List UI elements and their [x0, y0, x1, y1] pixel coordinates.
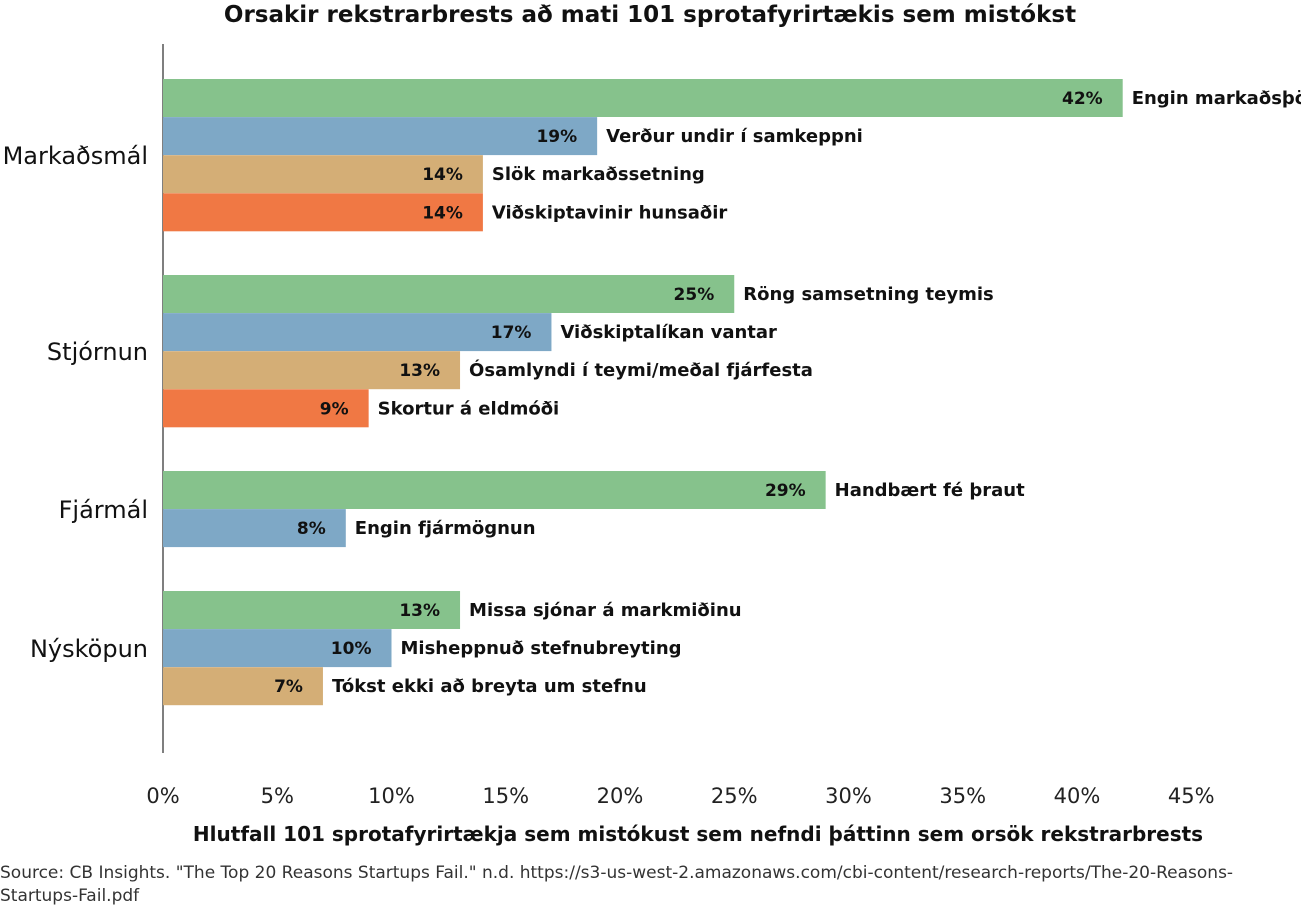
bar [163, 629, 392, 668]
x-tick-label: 20% [597, 784, 644, 808]
x-tick-label: 35% [939, 784, 986, 808]
group-label: Fjármál [59, 496, 148, 524]
bar-value-label: 13% [399, 601, 440, 621]
bar-category-label: Ósamlyndi í teymi/meðal fjárfesta [469, 359, 813, 381]
bar-category-label: Röng samsetning teymis [743, 284, 993, 305]
bar [163, 667, 323, 706]
bar-category-label: Viðskiptavinir hunsaðir [492, 202, 728, 223]
bar-category-label: Slök markaðssetning [492, 164, 705, 185]
bar-chart: Orsakir rekstrarbrests að mati 101 sprot… [3, 2, 1301, 846]
bar-value-label: 8% [297, 519, 326, 539]
bar-category-label: Skortur á eldmóði [378, 398, 560, 419]
bar-category-label: Misheppnuð stefnubreyting [401, 638, 682, 659]
x-tick-label: 0% [146, 784, 179, 808]
bar [163, 193, 483, 232]
bar [163, 509, 346, 548]
group-label: Markaðsmál [3, 142, 148, 170]
bar [163, 591, 461, 629]
bar-value-label: 42% [1062, 89, 1103, 109]
bar-value-label: 14% [422, 165, 463, 185]
bar-value-label: 14% [422, 203, 463, 223]
group-label: Stjórnun [47, 338, 148, 366]
bar-value-label: 13% [399, 361, 440, 381]
bar-value-label: 19% [536, 127, 577, 147]
bar-value-label: 17% [491, 323, 532, 343]
bar-value-label: 7% [274, 677, 303, 697]
bar [163, 275, 735, 313]
bar-value-label: 10% [331, 639, 372, 659]
bar-category-label: Tókst ekki að breyta um stefnu [332, 676, 647, 697]
bar-value-label: 29% [765, 481, 806, 501]
bars-layer: Markaðsmál 42% Engin markaðsþörf 19% Verður … [3, 79, 1301, 706]
bar [163, 471, 826, 509]
bar-category-label: Viðskiptalíkan vantar [560, 322, 777, 343]
bar-category-label: Missa sjónar á markmiðinu [469, 600, 742, 621]
bar-value-label: 25% [674, 285, 715, 305]
bar-value-label: 9% [320, 399, 349, 419]
bar-category-label: Verður undir í samkeppni [606, 126, 863, 147]
bar [163, 79, 1123, 117]
x-tick-label: 15% [482, 784, 529, 808]
bar-category-label: Engin fjármögnun [355, 518, 536, 539]
group-label: Nýsköpun [30, 635, 148, 663]
bar [163, 313, 552, 352]
x-tick-label: 30% [825, 784, 872, 808]
x-tick-label: 5% [261, 784, 294, 808]
x-tick-label: 45% [1168, 784, 1215, 808]
x-tick-label: 10% [368, 784, 415, 808]
chart-title: Orsakir rekstrarbrests að mati 101 sprot… [224, 2, 1076, 28]
x-tick-label: 25% [711, 784, 758, 808]
source-note: Source: CB Insights. "The Top 20 Reasons… [0, 863, 1234, 906]
bar [163, 351, 461, 390]
x-tick-label: 40% [1054, 784, 1101, 808]
bar-category-label: Handbært fé þraut [835, 480, 1025, 501]
bar [163, 117, 598, 156]
bar [163, 389, 369, 428]
x-axis-ticks: 0% 5% 10% 15% 20% 25% 30% 35% 40% 45% [146, 784, 1214, 808]
bar [163, 155, 483, 194]
x-axis-label: Hlutfall 101 sprotafyrirtækja sem mistók… [193, 822, 1203, 846]
bar-category-label: Engin markaðsþörf [1132, 88, 1301, 109]
